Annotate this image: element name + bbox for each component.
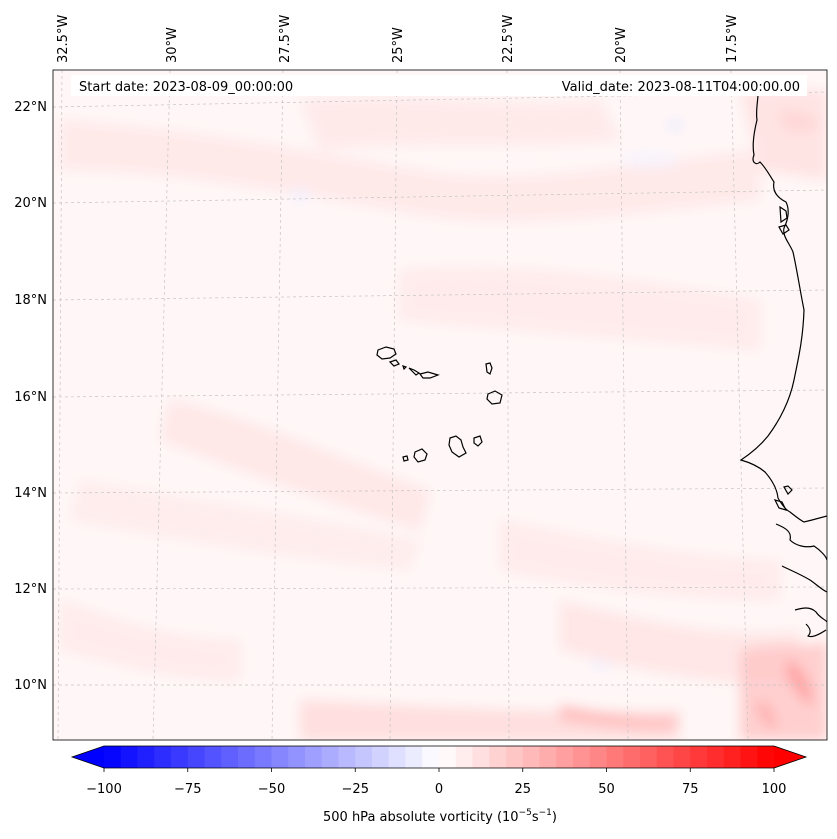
colorbar-tick-label: 50 xyxy=(598,782,615,797)
colorbar-segment xyxy=(271,746,289,768)
colorbar-segment xyxy=(640,746,658,768)
colorbar-tick-label: 25 xyxy=(514,782,531,797)
island-sao-vicente xyxy=(388,359,400,367)
colorbar-label-exp2: −1 xyxy=(539,808,552,818)
colorbar-segment xyxy=(221,746,239,768)
lat-labels: 22°N 20°N 18°N 16°N 14°N 12°N 10°N xyxy=(14,100,47,693)
lat-label: 20°N xyxy=(14,196,47,211)
colorbar-segment xyxy=(573,746,591,768)
colorbar-segment xyxy=(104,746,122,768)
colorbar-segment xyxy=(305,746,323,768)
lat-label: 22°N xyxy=(14,100,47,115)
lat-label: 16°N xyxy=(14,390,47,405)
lon-label: 27.5°W xyxy=(278,15,293,63)
colorbar-ticks xyxy=(103,768,775,772)
lat-label: 12°N xyxy=(14,582,47,597)
colorbar-label-mid: s xyxy=(532,810,539,825)
colorbar-segment xyxy=(187,746,205,768)
colorbar-segment xyxy=(321,746,339,768)
colorbar-segment xyxy=(757,746,775,768)
colorbar-segment xyxy=(606,746,624,768)
colorbar-segment xyxy=(690,746,708,768)
start-date-label: Start date: 2023-08-09_00:00:00 xyxy=(79,80,293,95)
colorbar-segments xyxy=(104,746,775,768)
lon-label: 25°W xyxy=(391,27,406,63)
island-boa-vista xyxy=(486,390,503,405)
colorbar-segment xyxy=(388,746,406,768)
lat-label: 14°N xyxy=(14,486,47,501)
colorbar-segment xyxy=(439,746,457,768)
colorbar-label-prefix: 500 hPa absolute vorticity (10 xyxy=(323,810,519,825)
colorbar: −100 −75 −50 −25 0 25 50 75 100 500 hPa … xyxy=(70,745,808,825)
island-fogo xyxy=(413,448,428,463)
colorbar-segment xyxy=(539,746,557,768)
colorbar-segment xyxy=(137,746,155,768)
colorbar-label-suffix: ) xyxy=(552,810,557,825)
colorbar-segment xyxy=(740,746,758,768)
colorbar-segment xyxy=(589,746,607,768)
colorbar-segment xyxy=(154,746,172,768)
lon-label: 20°W xyxy=(614,27,629,63)
colorbar-segment xyxy=(338,746,356,768)
colorbar-tick-label: −75 xyxy=(174,782,201,797)
map-frame xyxy=(52,69,828,741)
island-sal xyxy=(485,362,493,375)
colorbar-segment xyxy=(623,746,641,768)
lon-label: 30°W xyxy=(165,27,180,63)
colorbar-tick-label: 75 xyxy=(682,782,699,797)
lat-label: 18°N xyxy=(14,293,47,308)
colorbar-segment xyxy=(506,746,524,768)
colorbar-label-exp1: −5 xyxy=(519,808,532,818)
colorbar-segment xyxy=(556,746,574,768)
island-maio xyxy=(473,435,483,447)
gridlines xyxy=(53,70,827,740)
colorbar-max-arrow xyxy=(774,746,806,768)
island-brava xyxy=(402,455,409,462)
colorbar-segment xyxy=(472,746,490,768)
island-santo-antao xyxy=(376,346,397,360)
colorbar-segment xyxy=(455,746,473,768)
lat-label: 10°N xyxy=(14,678,47,693)
colorbar-min-arrow xyxy=(72,746,104,768)
colorbar-segment xyxy=(120,746,138,768)
colorbar-tick-label: −50 xyxy=(258,782,285,797)
colorbar-segment xyxy=(254,746,272,768)
colorbar-segment xyxy=(707,746,725,768)
colorbar-tick-label: −25 xyxy=(342,782,369,797)
island-santa-luzia xyxy=(402,365,408,371)
colorbar-segment xyxy=(656,746,674,768)
lon-labels: 32.5°W 30°W 27.5°W 25°W 22.5°W 20°W 17.5… xyxy=(56,15,740,63)
lon-label: 22.5°W xyxy=(501,15,516,63)
colorbar-tick-labels: −100 −75 −50 −25 0 25 50 75 100 xyxy=(86,782,786,797)
lon-label: 17.5°W xyxy=(725,15,740,63)
vorticity-field xyxy=(53,70,827,740)
colorbar-tick-label: 0 xyxy=(435,782,443,797)
island-coastlines xyxy=(376,346,503,463)
colorbar-segment xyxy=(673,746,691,768)
colorbar-segment xyxy=(422,746,440,768)
colorbar-segment xyxy=(522,746,540,768)
colorbar-tick-label: 100 xyxy=(762,782,787,797)
colorbar-label: 500 hPa absolute vorticity (10−5s−1) xyxy=(323,808,557,825)
header-box xyxy=(71,75,807,96)
colorbar-segment xyxy=(405,746,423,768)
colorbar-segment xyxy=(489,746,507,768)
colorbar-segment xyxy=(288,746,306,768)
africa-coastline xyxy=(739,77,827,638)
valid-date-label: Valid_date: 2023-08-11T04:00:00.00 xyxy=(562,80,800,95)
island-sao-nicolau xyxy=(408,367,440,379)
colorbar-segment xyxy=(372,746,390,768)
colorbar-segment xyxy=(355,746,373,768)
lon-label: 32.5°W xyxy=(56,15,71,63)
island-santiago xyxy=(448,435,467,458)
colorbar-segment xyxy=(723,746,741,768)
colorbar-segment xyxy=(171,746,189,768)
colorbar-segment xyxy=(204,746,222,768)
colorbar-tick-label: −100 xyxy=(86,782,122,797)
colorbar-segment xyxy=(238,746,256,768)
